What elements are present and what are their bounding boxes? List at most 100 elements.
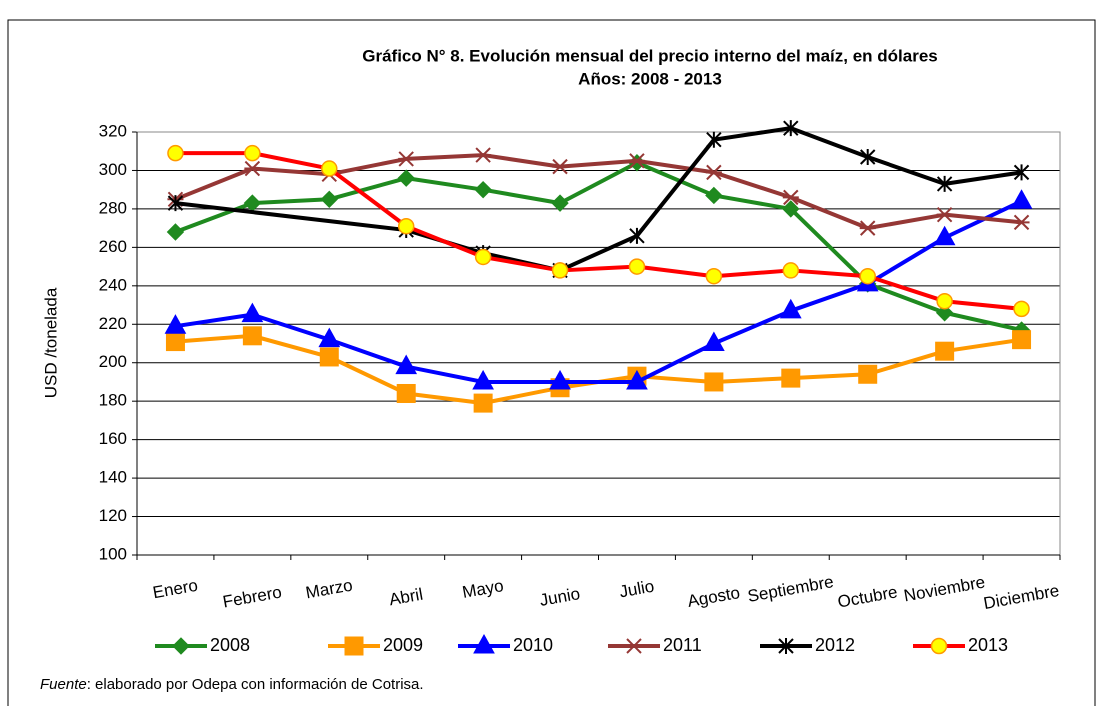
marker	[1013, 164, 1030, 181]
marker-shape	[244, 144, 261, 162]
y-axis-label: USD /tonelada	[41, 287, 60, 398]
marker	[705, 164, 722, 181]
series-line	[174, 160, 1022, 332]
marker-shape	[474, 248, 492, 266]
chart-title: Gráfico N° 8. Evolución mensual del prec…	[362, 46, 938, 65]
y-tick-label: 300	[99, 160, 127, 179]
marker	[552, 158, 569, 175]
marker-shape	[706, 131, 722, 148]
legend-label: 2008	[210, 635, 250, 655]
y-tick-label: 100	[99, 544, 127, 563]
marker-shape	[629, 227, 645, 244]
marker-shape	[551, 262, 569, 279]
marker-shape	[1013, 214, 1030, 231]
marker-shape	[930, 637, 948, 655]
marker	[344, 636, 364, 656]
series-line	[175, 151, 1022, 311]
marker	[551, 262, 569, 279]
marker-shape	[782, 262, 800, 279]
source-note: Fuente: elaborado por Odepa con informac…	[40, 676, 424, 693]
y-tick-label: 200	[99, 352, 127, 371]
marker	[319, 347, 339, 367]
marker-shape	[936, 175, 953, 192]
marker	[472, 369, 494, 390]
marker-shape	[704, 372, 724, 392]
marker	[778, 638, 794, 654]
y-tick-label: 240	[99, 275, 127, 294]
marker	[628, 153, 645, 169]
marker-shape	[397, 217, 415, 235]
marker-shape	[1013, 300, 1030, 318]
marker	[629, 227, 645, 244]
marker	[779, 298, 802, 319]
marker-shape	[935, 304, 954, 322]
marker-shape	[628, 258, 646, 275]
legend-label: 2011	[663, 635, 702, 655]
marker	[936, 292, 953, 310]
marker	[166, 223, 185, 241]
marker-shape	[320, 190, 338, 209]
marker-shape	[782, 189, 799, 206]
marker-shape	[321, 160, 338, 177]
marker-shape	[475, 147, 492, 163]
y-tick-label: 120	[99, 506, 127, 525]
marker	[474, 180, 492, 199]
marker-shape	[398, 151, 415, 167]
marker-shape	[473, 633, 495, 654]
marker	[397, 217, 415, 235]
source-text: : elaborado por Odepa con información de…	[87, 676, 424, 693]
marker-shape	[166, 223, 185, 241]
y-tick-label: 140	[99, 468, 127, 487]
marker	[933, 225, 956, 246]
marker-shape	[858, 364, 878, 384]
marker-shape	[1012, 330, 1032, 350]
marker	[167, 144, 184, 162]
marker	[475, 147, 492, 163]
y-tick-label: 280	[99, 198, 127, 217]
marker	[318, 327, 341, 348]
marker	[397, 169, 415, 187]
marker-shape	[626, 369, 648, 390]
marker	[1012, 330, 1032, 350]
source-label: Fuente	[40, 676, 87, 693]
marker-shape	[703, 331, 725, 351]
marker-shape	[473, 393, 493, 413]
series-line	[175, 199, 1023, 384]
marker-shape	[244, 160, 261, 177]
marker-shape	[628, 153, 645, 169]
marker-shape	[859, 220, 876, 236]
series-line	[174, 153, 1022, 231]
marker	[321, 160, 338, 177]
legend-label: 2013	[968, 635, 1008, 655]
marker	[936, 175, 953, 192]
marker-shape	[474, 180, 492, 199]
marker	[1010, 189, 1033, 209]
marker	[930, 637, 948, 655]
legend-label: 2009	[383, 635, 423, 655]
marker	[242, 326, 262, 346]
marker-shape	[936, 292, 953, 310]
marker	[626, 369, 648, 390]
marker-shape	[395, 354, 418, 375]
marker-shape	[1010, 189, 1033, 209]
marker	[1013, 300, 1030, 318]
y-tick-label: 160	[99, 429, 127, 448]
marker-shape	[860, 148, 876, 165]
marker-shape	[165, 332, 185, 352]
marker-shape	[318, 327, 341, 348]
marker	[165, 332, 185, 352]
marker	[167, 195, 184, 212]
legend-label: 2012	[815, 635, 855, 655]
marker-shape	[241, 302, 264, 323]
marker	[320, 190, 338, 209]
marker	[935, 304, 954, 322]
marker-shape	[551, 194, 569, 212]
y-tick-label: 320	[99, 121, 127, 140]
marker-shape	[397, 169, 415, 187]
marker	[781, 368, 801, 388]
marker	[859, 220, 876, 236]
marker-shape	[933, 225, 956, 246]
marker	[782, 200, 800, 218]
marker	[626, 638, 642, 654]
